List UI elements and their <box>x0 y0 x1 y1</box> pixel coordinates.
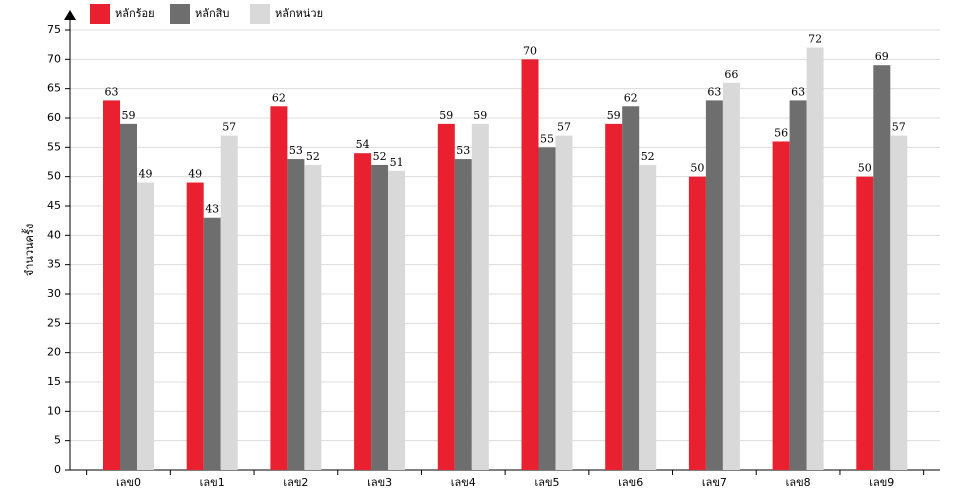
y-tick-label: 50 <box>47 170 61 183</box>
x-tick-label: เลข5 <box>534 476 559 489</box>
y-axis-label: จำนวนครั้ง <box>21 224 36 276</box>
value-label: 70 <box>523 44 537 57</box>
bar <box>186 182 204 471</box>
x-tick-label: เลข1 <box>200 476 225 489</box>
y-tick-label: 40 <box>47 228 61 241</box>
value-label: 62 <box>624 91 638 104</box>
bar <box>538 147 556 471</box>
bar <box>304 164 322 470</box>
value-label: 59 <box>607 109 621 122</box>
bar <box>605 123 623 470</box>
legend-label: หลักหน่วย <box>275 7 323 20</box>
bar <box>270 106 288 471</box>
value-label: 57 <box>892 121 906 134</box>
value-label: 52 <box>373 150 387 163</box>
bar <box>873 65 891 470</box>
value-label: 59 <box>473 109 487 122</box>
value-label: 51 <box>390 156 404 169</box>
value-label: 56 <box>774 126 788 139</box>
y-tick-label: 65 <box>47 82 61 95</box>
value-label: 52 <box>306 150 320 163</box>
x-tick-label: เลข9 <box>869 476 894 489</box>
value-label: 49 <box>188 168 202 181</box>
x-tick-label: เลข3 <box>367 476 392 489</box>
value-label: 63 <box>707 85 721 98</box>
bar <box>622 106 640 471</box>
bar <box>521 59 539 470</box>
bar <box>471 123 489 470</box>
y-tick-label: 70 <box>47 52 61 65</box>
legend-swatch <box>90 4 110 24</box>
x-tick-label: เลข6 <box>618 476 643 489</box>
bar <box>772 141 790 470</box>
bar <box>789 100 807 471</box>
bar <box>722 82 740 471</box>
x-tick-label: เลข7 <box>702 476 727 489</box>
value-label: 57 <box>222 121 236 134</box>
value-label: 53 <box>289 144 303 157</box>
value-label: 53 <box>456 144 470 157</box>
bar <box>220 135 238 470</box>
bar <box>437 123 455 470</box>
x-tick-label: เลข0 <box>116 476 141 489</box>
y-tick-label: 55 <box>47 140 61 153</box>
value-label: 54 <box>356 138 370 151</box>
legend-label: หลักร้อย <box>115 7 155 20</box>
x-tick-label: เลข4 <box>451 476 476 489</box>
value-label: 50 <box>858 162 872 175</box>
value-label: 49 <box>139 168 153 181</box>
y-tick-label: 20 <box>47 346 61 359</box>
x-tick-label: เลข2 <box>283 476 308 489</box>
value-label: 52 <box>641 150 655 163</box>
bar <box>203 217 221 470</box>
bar <box>890 135 908 470</box>
bar <box>137 182 154 471</box>
legend-label: หลักสิบ <box>195 7 229 20</box>
bar <box>120 123 137 470</box>
x-tick-label: เลข8 <box>786 476 811 489</box>
value-label: 59 <box>439 109 453 122</box>
bar <box>688 176 706 470</box>
value-label: 50 <box>690 162 704 175</box>
y-tick-label: 15 <box>47 375 61 388</box>
bar <box>354 153 372 470</box>
bar <box>454 159 472 471</box>
y-tick-label: 0 <box>54 463 61 476</box>
value-label: 59 <box>122 109 136 122</box>
bar <box>103 100 120 471</box>
legend-swatch <box>250 4 270 24</box>
y-tick-label: 30 <box>47 287 61 300</box>
value-label: 66 <box>724 68 738 81</box>
y-tick-label: 35 <box>47 258 61 271</box>
y-tick-label: 10 <box>47 404 61 417</box>
value-label: 43 <box>205 203 219 216</box>
value-label: 63 <box>105 85 119 98</box>
bar <box>806 47 824 470</box>
value-label: 62 <box>272 91 286 104</box>
bar <box>639 164 657 470</box>
bar <box>856 176 874 470</box>
value-label: 55 <box>540 132 554 145</box>
bar <box>555 135 573 470</box>
value-label: 57 <box>557 121 571 134</box>
y-tick-label: 5 <box>54 434 61 447</box>
bar <box>371 164 389 470</box>
bar <box>287 159 305 471</box>
bar <box>388 170 406 471</box>
y-tick-label: 75 <box>47 23 61 36</box>
y-tick-label: 25 <box>47 316 61 329</box>
value-label: 72 <box>808 33 822 46</box>
value-label: 63 <box>791 85 805 98</box>
value-label: 69 <box>875 50 889 63</box>
axis-arrow <box>64 10 76 20</box>
bar <box>705 100 723 471</box>
legend-swatch <box>170 4 190 24</box>
y-tick-label: 60 <box>47 111 61 124</box>
y-tick-label: 45 <box>47 199 61 212</box>
